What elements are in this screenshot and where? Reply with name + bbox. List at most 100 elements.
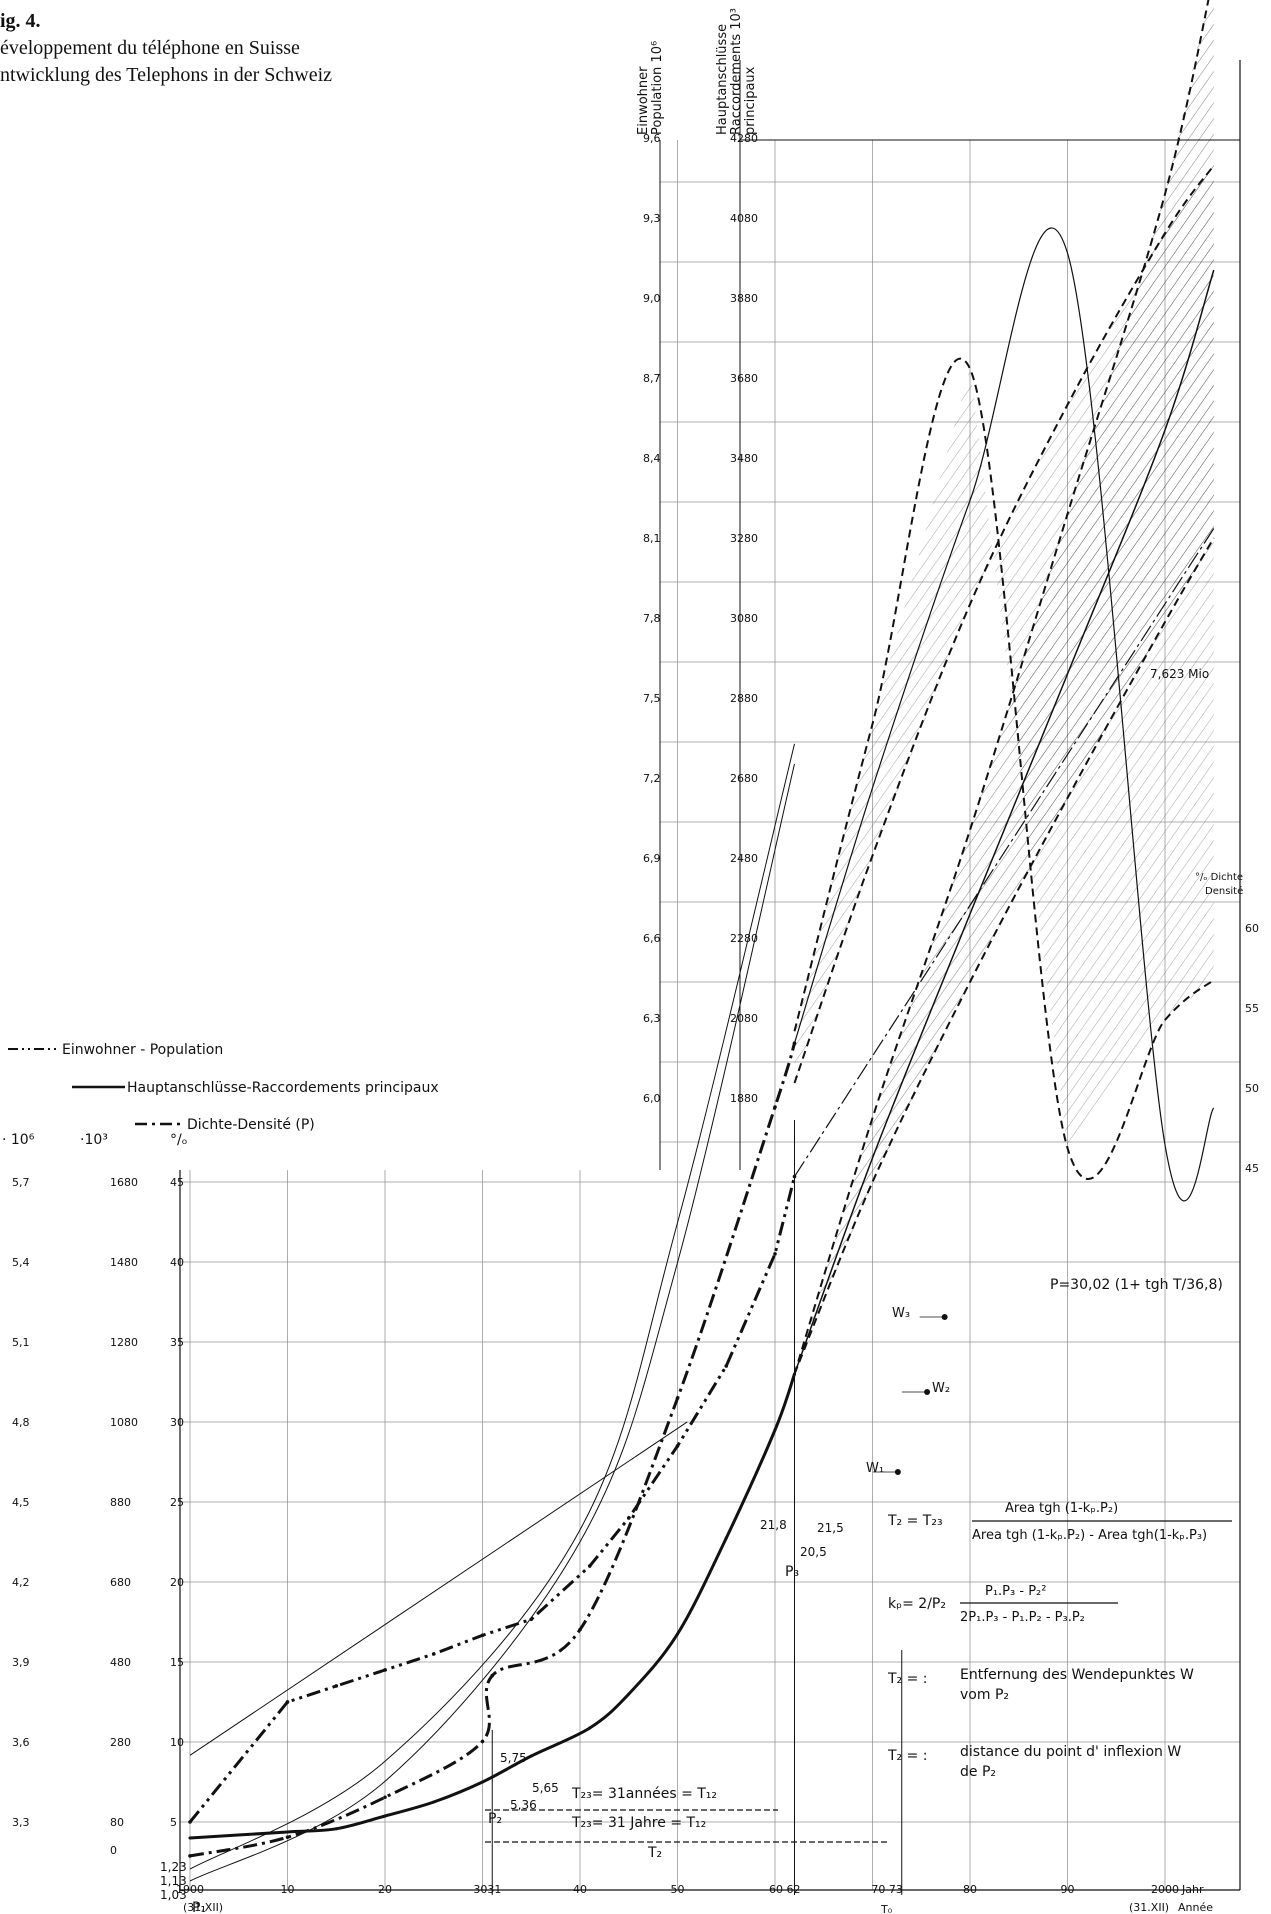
density-point-0 <box>188 1854 192 1858</box>
grid-lines <box>179 60 1241 1891</box>
density-projection <box>793 227 1215 1202</box>
definition-de-lhs: T₂ = : <box>887 1671 928 1687</box>
pop-tick-low-7: 5,4 <box>12 1256 30 1269</box>
left-unit-population: · 10⁶ <box>2 1132 35 1148</box>
density-lower-bound <box>793 164 1215 1084</box>
density-point-5 <box>578 1627 582 1632</box>
x-tick-label-10: 2000 <box>1151 1883 1179 1896</box>
figure-caption: ig. 4. éveloppement du téléphone en Suis… <box>0 8 332 89</box>
dens-tick-low-8: 45 <box>170 1176 184 1189</box>
population-header-line2: Population 10⁶ <box>650 41 665 135</box>
mains-point-5 <box>481 1780 484 1784</box>
pop-tick-up-10: 9,0 <box>643 292 661 305</box>
population-point-1 <box>285 1700 290 1704</box>
inflection-w1: W₁ <box>866 1461 884 1476</box>
pop-tick-low-2: 3,9 <box>12 1656 30 1669</box>
formula-t2-num: Area tgh (1-kₚ.P₂) <box>1005 1501 1118 1516</box>
inflection-w3: W₃ <box>892 1306 910 1321</box>
pop-tick-up-4: 7,2 <box>643 772 661 785</box>
population-axis-header: Einwohner Population 10⁶ <box>636 41 665 135</box>
pop-tick-up-3: 6,9 <box>643 852 661 865</box>
legend-label-density: Dichte-Densité (P) <box>187 1117 315 1133</box>
dens-tick-up-3: 60 <box>1245 922 1259 935</box>
population-trend-label: 7,623 Mio <box>1150 667 1209 681</box>
dens-tick-up-1: 50 <box>1245 1082 1259 1095</box>
x-label-annee: Année <box>1178 1901 1213 1914</box>
mains-tick-up-6: 3080 <box>730 612 758 625</box>
definition-de-line1: Entfernung des Wendepunktes W <box>960 1667 1194 1683</box>
definition-fr-lhs: T₂ = : <box>887 1748 928 1764</box>
mains-tick-low-4: 680 <box>110 1576 131 1589</box>
point-p1: P₁ <box>192 1900 206 1914</box>
population-point-5 <box>480 1633 485 1638</box>
value-5-75: 5,75 <box>500 1751 527 1765</box>
mains-point-9 <box>676 1632 679 1636</box>
population-point-4 <box>431 1652 436 1656</box>
pop-tick-up-7: 8,1 <box>643 532 661 545</box>
mains-axis-header: Hauptanschlüsse Raccordements 10³ princi… <box>715 8 758 135</box>
x-tick-label-9: 90 <box>1061 1883 1075 1896</box>
x-tick-label-4: 40 <box>573 1883 587 1896</box>
t0-label: T₀ <box>880 1903 893 1914</box>
value-5-65: 5,65 <box>532 1781 559 1795</box>
density-fit-b <box>189 743 795 1870</box>
population-trend-line <box>793 528 1215 1177</box>
mains-tick-up-3: 2480 <box>730 852 758 865</box>
mains-tick-up-7: 3280 <box>730 532 758 545</box>
mains-point-7 <box>588 1726 592 1730</box>
mains-header-line2: Raccordements 10³ <box>729 8 744 135</box>
x-tick-label-8: 80 <box>963 1883 977 1896</box>
density-fit-a <box>189 763 795 1882</box>
mains-tick-low-5: 880 <box>110 1496 131 1509</box>
pop-tick-low-3: 4,2 <box>12 1576 30 1589</box>
mains-tick-low-9: 1680 <box>110 1176 138 1189</box>
dens-tick-up-0: 45 <box>1245 1162 1259 1175</box>
left-unit-density: °/ₒ <box>170 1132 188 1148</box>
mains-point-11 <box>773 1428 777 1432</box>
value-5-36: 5,36 <box>510 1798 537 1812</box>
point-p3: P₃ <box>785 1564 799 1580</box>
pop-tick-low-0: 3,3 <box>12 1816 30 1829</box>
pop-tick-low-6: 5,1 <box>12 1336 30 1349</box>
figure-number: ig. 4. <box>0 10 41 32</box>
population-point-7 <box>587 1564 592 1568</box>
t23-french: T₂₃= 31années = T₁₂ <box>571 1786 717 1802</box>
mains-tick-up-1: 2080 <box>730 1012 758 1025</box>
pop-tick-up-5: 7,5 <box>643 692 661 705</box>
mains-tick-up-9: 3680 <box>730 372 758 385</box>
mains-tick-up-5: 2880 <box>730 692 758 705</box>
mains-lower-bound <box>793 537 1215 1375</box>
inflection-w2: W₂ <box>932 1381 950 1396</box>
data-curves <box>188 0 1215 1895</box>
pop-tick-low-1: 3,6 <box>12 1736 30 1749</box>
population-point-3 <box>383 1668 387 1672</box>
x-tick-label-3: 3031 <box>473 1883 501 1896</box>
mains-point-0 <box>188 1836 192 1840</box>
dens-tick-up-2: 55 <box>1245 1002 1259 1015</box>
population-point-2 <box>334 1684 339 1688</box>
population-point-0 <box>188 1820 192 1824</box>
mains-tick-low-6: 1080 <box>110 1416 138 1429</box>
density-point-2 <box>383 1795 387 1800</box>
x-31xii-left: (31.XII) <box>183 1901 223 1914</box>
formula-t2-lhs: T₂ = T₂₃ <box>887 1513 943 1529</box>
mains-tick-up-2: 2280 <box>730 932 758 945</box>
definition-fr-line1: distance du point d' inflexion W <box>960 1744 1181 1760</box>
dens-tick-low-4: 25 <box>170 1496 184 1509</box>
pop-tick-low-4: 4,5 <box>12 1496 30 1509</box>
mains-tick-up-10: 3880 <box>730 292 758 305</box>
x-tick-label-7: 70 73 <box>871 1883 903 1896</box>
definition-de-line2: vom P₂ <box>960 1687 1009 1703</box>
value-21-8: 21,8 <box>760 1518 787 1532</box>
pop-tick-low-8: 5,7 <box>12 1176 30 1189</box>
dens-tick-low-3: 20 <box>170 1576 184 1589</box>
x-31xii-right: (31.XII) <box>1129 1901 1169 1914</box>
mains-point-4 <box>432 1800 436 1804</box>
mains-point-2 <box>334 1827 338 1831</box>
mains-tick-up-4: 2680 <box>730 772 758 785</box>
density-point-1 <box>285 1835 290 1839</box>
pop-tick-up-8: 8,4 <box>643 452 661 465</box>
mains-header-line1: Hauptanschlüsse <box>715 24 730 135</box>
formula-kp-num: P₁.P₃ - P₂² <box>985 1584 1046 1599</box>
dens-tick-low-6: 35 <box>170 1336 184 1349</box>
